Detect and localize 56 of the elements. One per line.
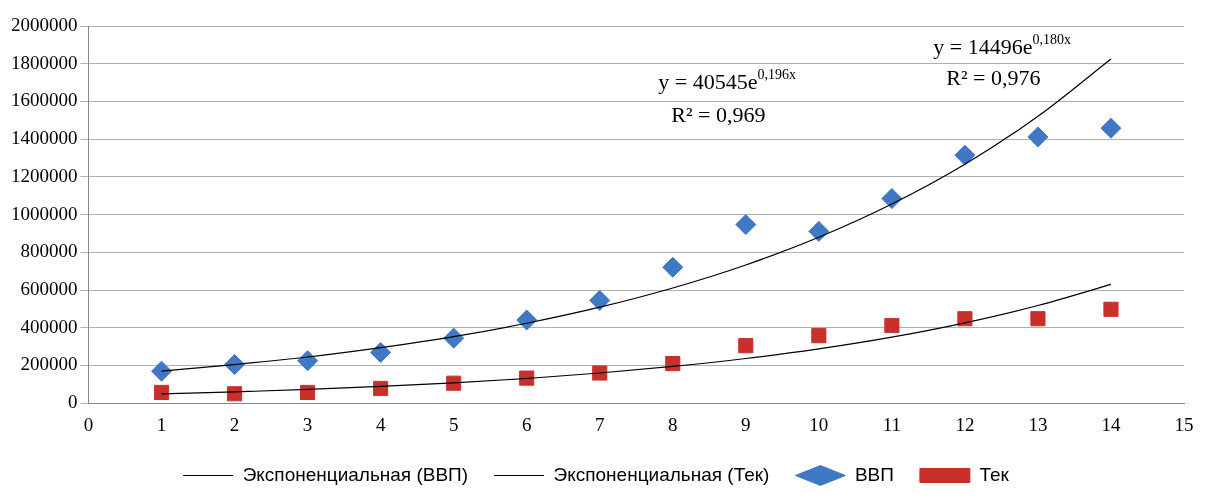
point [153, 384, 170, 401]
x-tick-label: 13 [1028, 413, 1048, 435]
legend-label: Тек [979, 463, 1010, 485]
y-tick-label: 1800000 [11, 51, 78, 73]
point [519, 370, 535, 386]
x-tick-label: 2 [229, 413, 240, 435]
x-tick-label: 7 [594, 413, 605, 435]
y-tick-label: 1400000 [11, 127, 78, 149]
point [957, 311, 973, 327]
y-tick-label: 2000000 [11, 13, 78, 35]
y-tick-label: 1600000 [11, 89, 78, 111]
x-tick-label: 12 [955, 413, 975, 435]
y-tick-label: 600000 [20, 278, 78, 300]
point [884, 317, 900, 334]
x-tick-label: 6 [521, 413, 532, 435]
x-tick-label: 11 [882, 413, 902, 435]
point [297, 350, 319, 372]
annotation: R² = 0,976 [946, 64, 1041, 90]
point [1027, 126, 1049, 148]
legend-label: Экспоненциальная (ВВП) [242, 463, 469, 485]
point [735, 214, 757, 236]
x-tick-label: 1 [156, 413, 167, 435]
point [373, 380, 389, 397]
y-tick-label: 1200000 [11, 164, 78, 186]
point [446, 375, 462, 391]
x-tick-label: 15 [1174, 413, 1194, 435]
point [370, 341, 392, 363]
point [300, 384, 316, 401]
point [808, 220, 830, 242]
x-tick-label: 14 [1101, 413, 1121, 435]
point [516, 309, 538, 331]
y-tick-label: 1000000 [11, 202, 78, 224]
y-tick-label: 800000 [20, 240, 78, 262]
y-tick-label: 400000 [20, 315, 78, 337]
x-tick-label: 10 [809, 413, 829, 435]
point [811, 328, 827, 344]
point [954, 144, 976, 166]
point [589, 289, 611, 311]
point [1103, 301, 1119, 317]
point [1030, 311, 1046, 327]
annotation: R² = 0,969 [671, 101, 766, 127]
x-tick-label: 3 [302, 413, 313, 435]
point [1100, 117, 1122, 139]
y-tick-label: 0 [68, 391, 78, 413]
point [881, 188, 903, 210]
x-tick-label: 8 [668, 413, 678, 435]
x-tick-label: 9 [741, 413, 751, 435]
point [662, 256, 684, 278]
legend-label: Экспоненциальная (Тек) [553, 463, 770, 485]
point [738, 338, 754, 354]
x-tick-label: 4 [375, 413, 386, 435]
point [151, 360, 173, 382]
x-tick-label: 0 [83, 413, 94, 435]
legend-label: ВВП [854, 463, 894, 485]
x-tick-label: 5 [448, 413, 459, 435]
y-tick-label: 200000 [20, 353, 78, 375]
